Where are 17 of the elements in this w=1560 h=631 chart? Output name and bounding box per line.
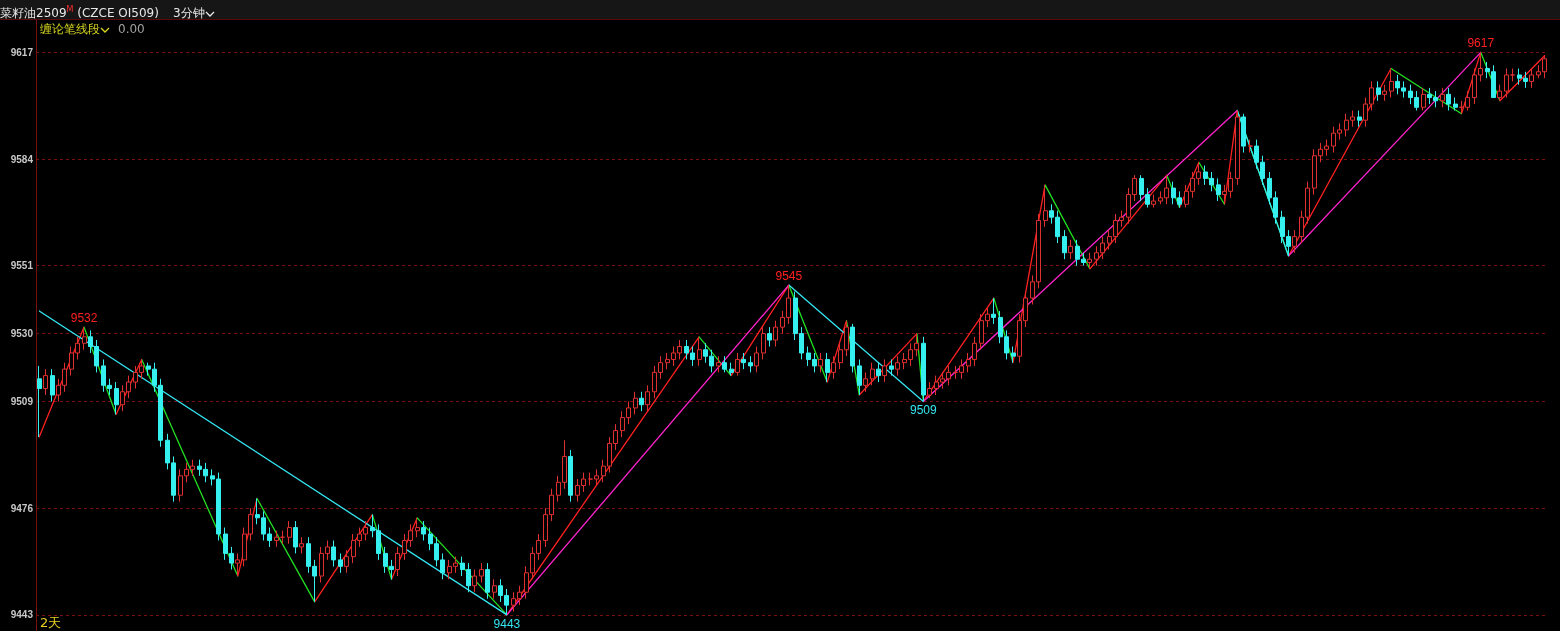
annotation: 0.00 [118, 22, 145, 36]
y-tick-label: 9509 [10, 395, 34, 407]
annotation: 2天 [40, 615, 62, 630]
y-tick-label: 9584 [10, 153, 34, 165]
annotation: 缠论笔线段 [40, 22, 100, 36]
y-tick-label: 9617 [10, 46, 34, 58]
y-tick-label: 9551 [10, 260, 34, 272]
data-label: 9532 [70, 311, 98, 326]
y-tick-label: 9476 [10, 502, 34, 514]
data-label: 9617 [1467, 36, 1495, 51]
chart-subtitle: 3分钟 [172, 6, 205, 20]
y-tick-label: 9530 [10, 328, 34, 340]
y-tick-label: 9443 [10, 609, 34, 621]
chart-title: 菜籽油2509$^{M}$ (CZCE OI509) [0, 5, 159, 20]
data-label: 9545 [775, 269, 803, 284]
data-label: 9443 [493, 616, 521, 631]
data-label: 9509 [909, 403, 938, 418]
